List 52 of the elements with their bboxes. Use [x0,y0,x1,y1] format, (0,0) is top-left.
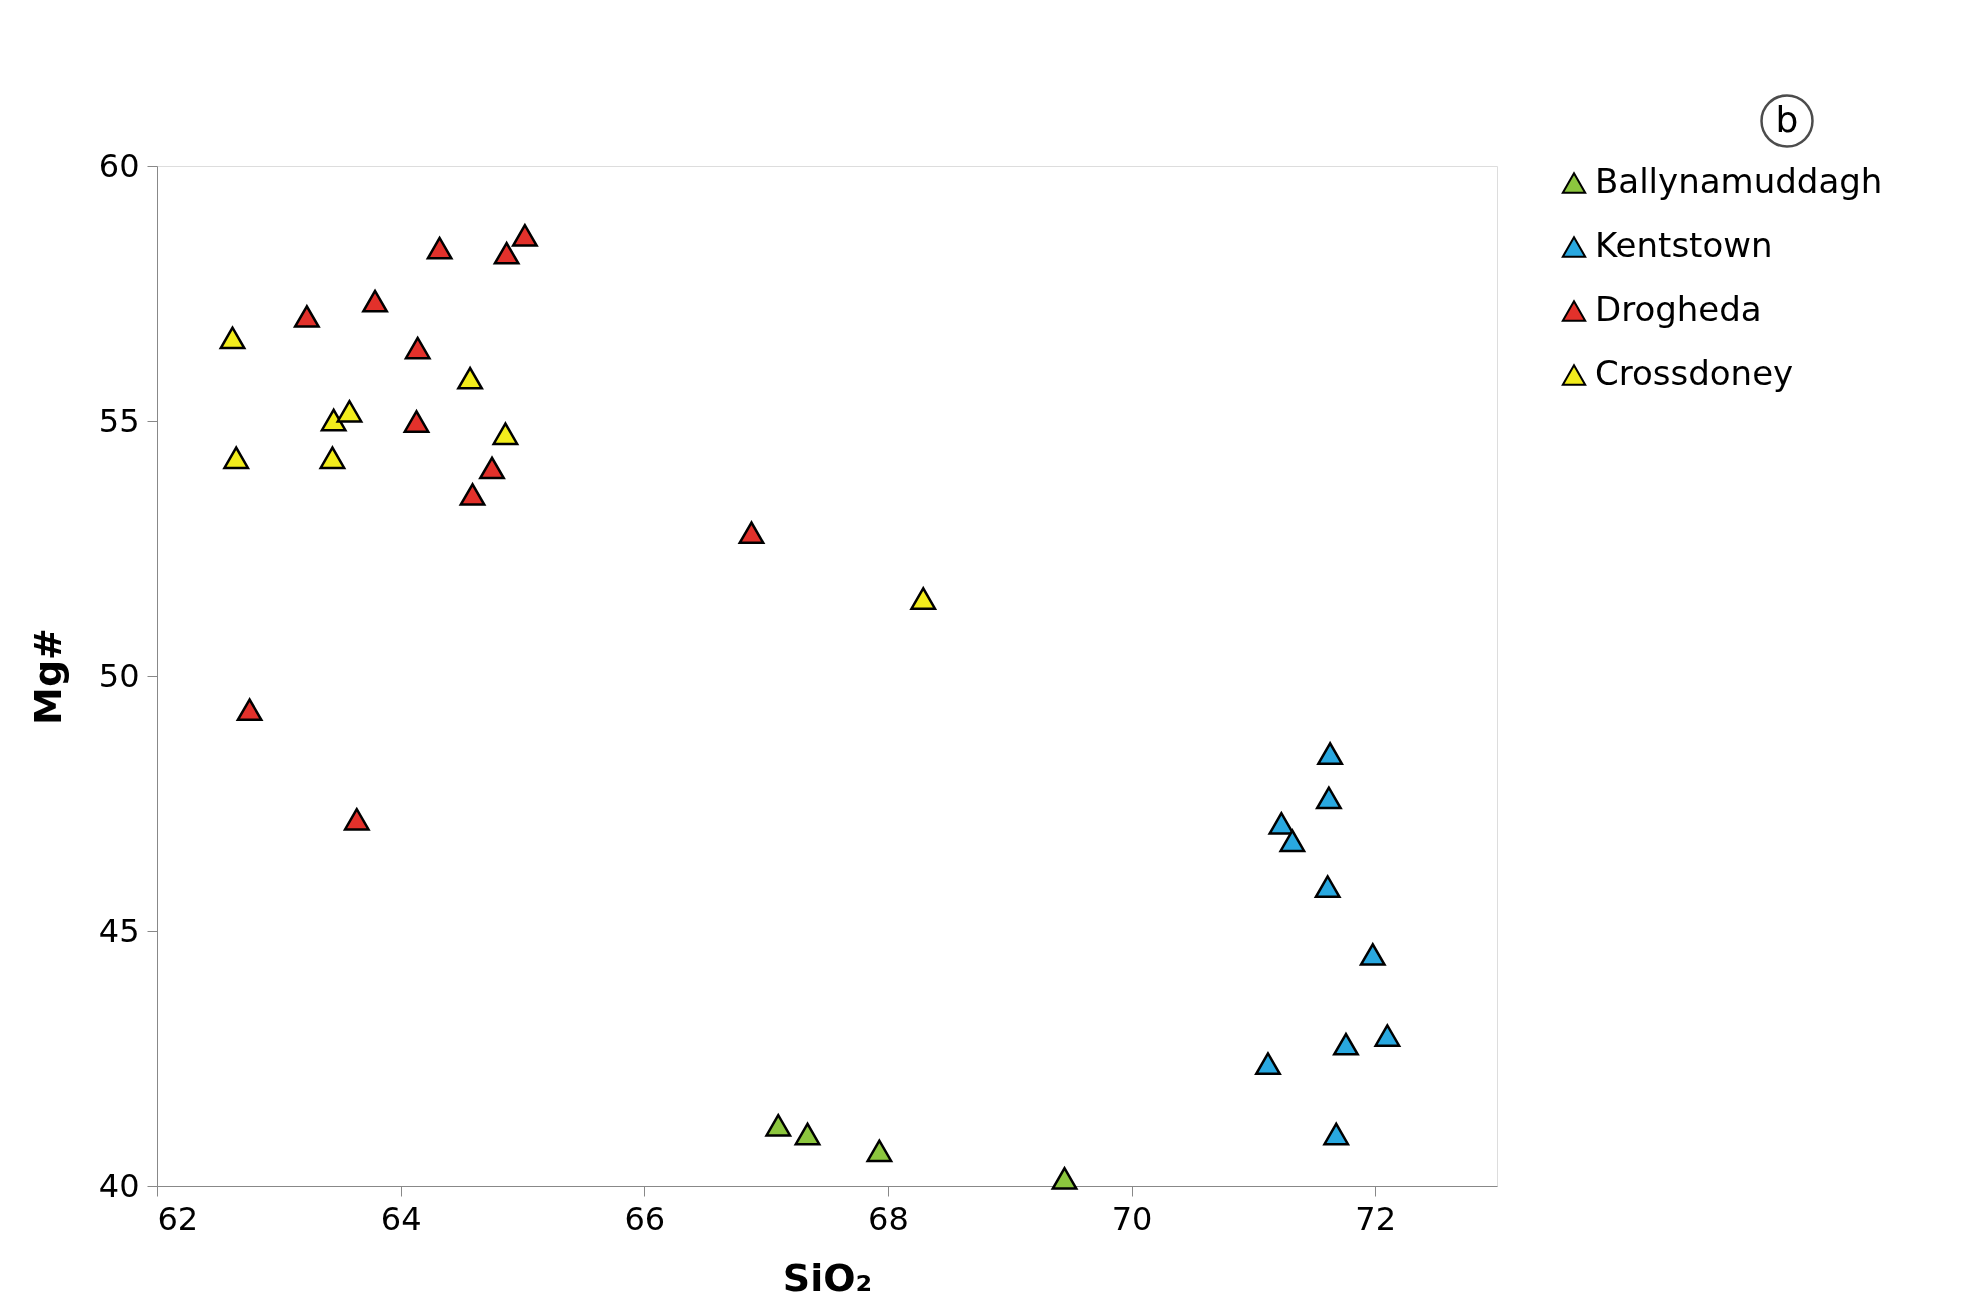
y-tick-label: 40 [98,1166,140,1205]
point [794,1122,821,1146]
y-tick-label: 45 [98,911,140,950]
text: b [1775,99,1799,140]
point [1317,742,1344,765]
point [236,698,263,722]
point [493,241,520,265]
point [336,399,363,423]
point [362,289,389,313]
x-tick-label: 62 [157,1199,199,1238]
legend-label: Ballynamuddagh [1595,161,1883,201]
point [1315,786,1342,810]
point [426,236,453,260]
point [738,521,765,545]
legend-label: Kentstown [1595,225,1773,265]
point [1314,875,1341,899]
point [403,410,430,433]
point [293,305,320,328]
legend-label: Drogheda [1595,289,1762,329]
x-tick-label: 66 [624,1199,666,1238]
point [1268,811,1295,835]
point [492,422,519,446]
point [457,366,484,390]
x-tick-label: 64 [380,1199,422,1238]
x-tick-label: 68 [868,1199,909,1238]
point [765,1113,792,1137]
point [1359,943,1386,966]
point [1255,1052,1281,1075]
y-tick-label: 55 [98,401,140,440]
point [219,326,246,350]
point [910,587,937,610]
point [320,408,347,432]
point [1051,1166,1078,1190]
point [479,456,505,480]
y-tick-label: 60 [98,146,140,185]
point [459,483,486,506]
y-axis-title: Mg# [25,628,70,725]
point [404,336,431,360]
x-tick-label: 70 [1111,1199,1153,1238]
point [1332,1032,1359,1056]
point [223,446,250,470]
point [1323,1122,1350,1146]
x-tick-label: 72 [1355,1199,1397,1238]
legend-label: Crossdoney [1595,353,1794,393]
point [866,1139,893,1163]
x-axis-title: SiO₂ [782,1255,873,1300]
point [1279,829,1306,853]
point [511,223,538,247]
y-tick-label: 50 [98,656,140,695]
point [1374,1024,1401,1047]
point [343,807,370,831]
point [319,446,346,470]
